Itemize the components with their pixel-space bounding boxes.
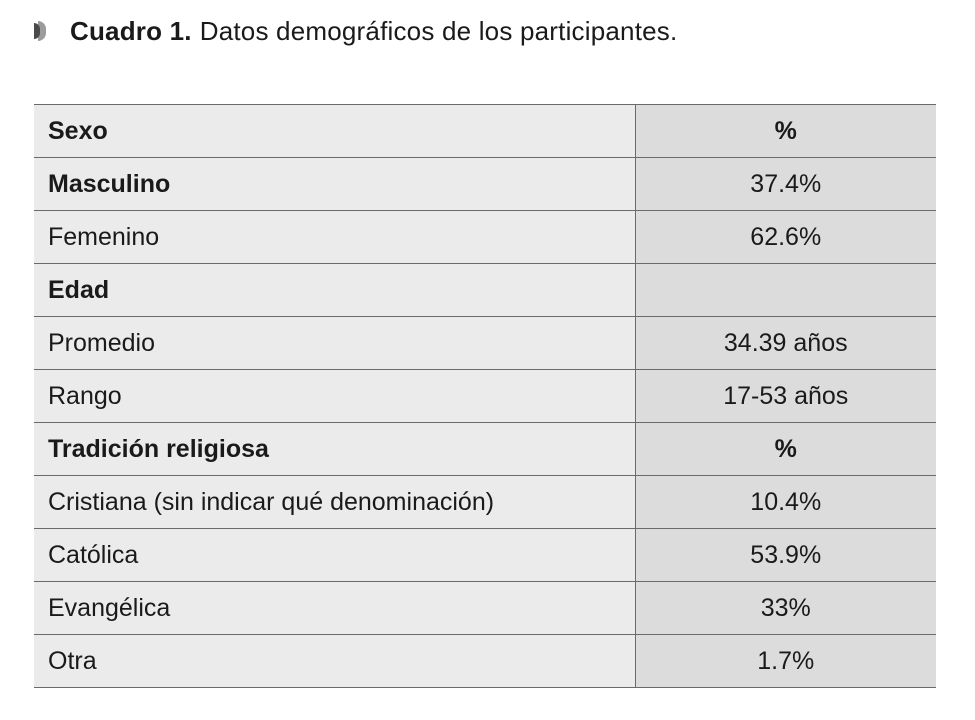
row-label: Evangélica	[34, 581, 635, 635]
demographics-table: Sexo % Masculino 37.4% Femenino 62.6% Ed…	[34, 104, 936, 688]
row-value: 33%	[634, 581, 936, 635]
row-value: 10.4%	[634, 475, 936, 529]
caption-bullet-icon	[34, 20, 46, 42]
table-row-edad: Edad	[34, 263, 936, 317]
table-row-catolica: Católica 53.9%	[34, 528, 936, 582]
table-row-evangelica: Evangélica 33%	[34, 581, 936, 635]
row-value	[634, 263, 936, 317]
row-label: Otra	[34, 634, 635, 688]
row-value: %	[634, 422, 936, 476]
row-label: Católica	[34, 528, 635, 582]
row-label: Masculino	[34, 157, 635, 211]
row-value: 17-53 años	[634, 369, 936, 423]
row-value: 62.6%	[634, 210, 936, 264]
table-body: Sexo % Masculino 37.4% Femenino 62.6% Ed…	[34, 104, 936, 688]
row-value: 37.4%	[634, 157, 936, 211]
table-row-otra: Otra 1.7%	[34, 634, 936, 688]
table-row-rango: Rango 17-53 años	[34, 369, 936, 423]
row-value: 1.7%	[634, 634, 936, 688]
caption-text: Datos demográficos de los participantes.	[199, 15, 678, 46]
row-value: 53.9%	[634, 528, 936, 582]
row-label: Femenino	[34, 210, 635, 264]
row-value: %	[634, 104, 936, 158]
table-row-masculino: Masculino 37.4%	[34, 157, 936, 211]
table-row-tradicion-religiosa: Tradición religiosa %	[34, 422, 936, 476]
row-label: Cristiana (sin indicar qué denominación)	[34, 475, 635, 529]
row-label: Sexo	[34, 104, 635, 158]
table-row-femenino: Femenino 62.6%	[34, 210, 936, 264]
table-row-sexo: Sexo %	[34, 104, 936, 158]
caption-label: Cuadro 1.	[70, 15, 192, 46]
row-label: Tradición religiosa	[34, 422, 635, 476]
row-value: 34.39 años	[634, 316, 936, 370]
table-row-promedio: Promedio 34.39 años	[34, 316, 936, 370]
row-label: Edad	[34, 263, 635, 317]
row-label: Rango	[34, 369, 635, 423]
table-caption: Cuadro 1. Datos demográficos de los part…	[34, 14, 677, 48]
table-row-cristiana: Cristiana (sin indicar qué denominación)…	[34, 475, 936, 529]
row-label: Promedio	[34, 316, 635, 370]
